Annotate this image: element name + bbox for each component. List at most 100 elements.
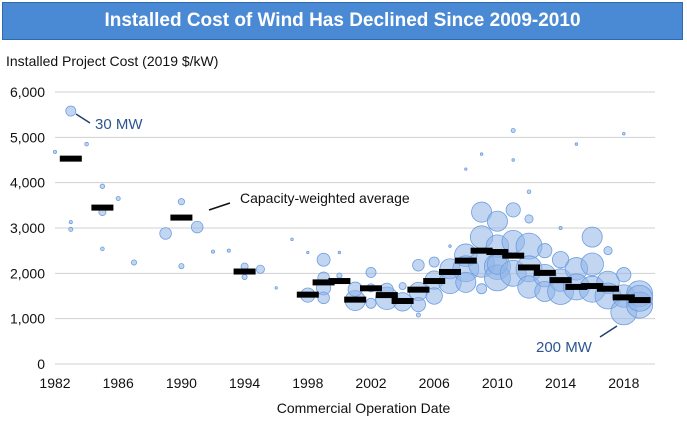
project-bubble	[580, 252, 604, 276]
average-bar	[549, 277, 572, 284]
x-tick-label: 2006	[419, 375, 450, 391]
x-tick-label: 1994	[229, 375, 260, 391]
project-bubble	[306, 250, 310, 255]
average-bar	[628, 297, 651, 304]
project-bubble	[337, 250, 342, 255]
average-bar	[312, 279, 335, 286]
x-tick-label: 2002	[355, 375, 386, 391]
project-bubble	[428, 256, 440, 268]
project-bubble	[455, 271, 477, 293]
project-bubble	[177, 198, 185, 206]
y-tick-label: 1,000	[10, 311, 45, 327]
annotation-arrow	[208, 202, 231, 211]
average-bar	[91, 204, 114, 211]
average-bar	[518, 264, 540, 271]
project-bubble	[316, 252, 331, 267]
average-bar	[344, 296, 367, 303]
average-bar	[296, 291, 319, 298]
project-bubble	[510, 128, 516, 133]
project-bubble	[99, 183, 106, 189]
x-tick-label: 1990	[166, 375, 197, 391]
project-bubble	[616, 267, 632, 283]
project-bubble	[398, 282, 407, 290]
average-bar	[612, 294, 635, 301]
project-bubble	[603, 246, 613, 256]
project-bubble	[130, 259, 137, 266]
project-bubble	[471, 201, 493, 223]
project-bubble	[415, 312, 421, 318]
project-bubble	[365, 266, 377, 278]
x-tick-label: 1986	[103, 375, 134, 391]
x-tick-label: 2010	[482, 375, 513, 391]
annotation-large-bubble: 200 MW	[536, 339, 593, 356]
project-bubble	[226, 248, 231, 253]
average-bar	[407, 286, 430, 293]
project-bubble	[241, 273, 248, 280]
project-bubble	[68, 220, 73, 225]
project-bubble	[558, 226, 563, 230]
annotation-small-bubble: 30 MW	[95, 116, 143, 133]
project-bubble	[412, 258, 425, 272]
average-bar	[423, 278, 446, 285]
project-bubble	[53, 149, 57, 154]
y-tick-label: 0	[37, 356, 45, 372]
project-bubble	[336, 272, 343, 279]
average-bar	[502, 252, 525, 259]
average-bar	[233, 268, 256, 275]
project-bubble	[65, 105, 77, 117]
project-bubble	[505, 202, 521, 218]
project-bubble	[274, 286, 278, 290]
average-bar	[59, 155, 82, 162]
project-bubble	[211, 249, 215, 254]
annotation-arrow	[75, 113, 91, 124]
y-tick-label: 2,000	[10, 265, 45, 281]
project-bubble	[68, 226, 74, 232]
project-bubble	[365, 297, 377, 309]
y-tick-label: 4,000	[10, 175, 45, 191]
project-bubble	[464, 167, 468, 171]
project-bubble	[486, 210, 508, 232]
average-bar	[533, 269, 556, 276]
x-tick-label: 1998	[292, 375, 323, 391]
x-tick-label: 2014	[545, 375, 576, 391]
project-bubble	[178, 263, 185, 270]
x-tick-label: 1982	[39, 375, 70, 391]
project-bubble	[190, 220, 204, 234]
average-bar	[328, 278, 351, 285]
project-bubble	[290, 237, 294, 242]
annotation-arrow	[599, 325, 618, 338]
average-bar	[454, 257, 477, 264]
average-bar	[170, 214, 193, 221]
x-axis-label: Commercial Operation Date	[276, 400, 451, 416]
project-bubble	[574, 142, 579, 146]
y-tick-label: 5,000	[10, 129, 45, 145]
project-bubble	[255, 264, 265, 274]
average-bar	[565, 283, 588, 290]
average-bar	[360, 285, 382, 292]
project-bubble	[115, 196, 121, 201]
average-bar	[375, 292, 398, 299]
project-bubble	[537, 243, 553, 259]
project-bubble	[526, 189, 532, 194]
project-bubble	[159, 227, 172, 240]
project-bubble	[100, 246, 105, 252]
y-axis-label: Installed Project Cost (2019 $/kW)	[6, 53, 219, 69]
project-bubble	[476, 283, 488, 295]
average-bar	[439, 268, 461, 275]
project-bubble	[84, 141, 89, 147]
average-bar	[597, 285, 619, 292]
average-bar	[470, 247, 493, 254]
average-bar	[486, 249, 509, 256]
project-bubble	[551, 251, 570, 269]
project-bubble	[317, 291, 330, 305]
x-tick-label: 2018	[608, 375, 639, 391]
project-bubble	[511, 158, 515, 162]
project-bubble	[448, 244, 452, 248]
project-bubble	[479, 152, 484, 156]
average-bar	[581, 283, 604, 290]
project-bubble	[524, 214, 534, 224]
project-bubble	[410, 297, 426, 313]
annotation-average: Capacity-weighted average	[240, 190, 410, 206]
y-tick-label: 3,000	[10, 220, 45, 236]
